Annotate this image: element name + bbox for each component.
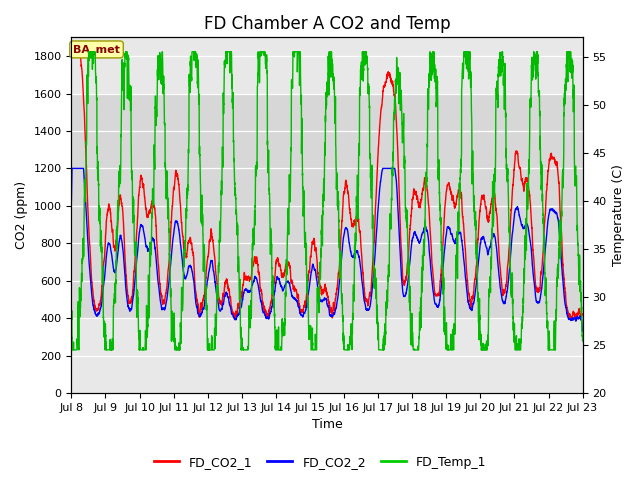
FD_Temp_1: [579, 338, 586, 344]
FD_CO2_1: [68, 54, 76, 60]
FD_Temp_1: [442, 322, 449, 328]
FD_Temp_1: [308, 347, 316, 353]
FD_CO2_2: [68, 198, 76, 204]
Line: FD_Temp_1: FD_Temp_1: [72, 52, 582, 350]
FD_CO2_1: [470, 281, 478, 287]
FD_Temp_1: [85, 49, 93, 55]
FD_CO2_2: [579, 328, 586, 334]
FD_CO2_1: [567, 317, 575, 323]
Title: FD Chamber A CO2 and Temp: FD Chamber A CO2 and Temp: [204, 15, 451, 33]
FD_CO2_2: [413, 235, 421, 241]
Legend: FD_CO2_1, FD_CO2_2, FD_Temp_1: FD_CO2_1, FD_CO2_2, FD_Temp_1: [148, 451, 492, 474]
X-axis label: Time: Time: [312, 419, 342, 432]
FD_CO2_1: [308, 245, 316, 251]
FD_CO2_1: [579, 313, 586, 319]
Y-axis label: CO2 (ppm): CO2 (ppm): [15, 181, 28, 249]
FD_CO2_1: [413, 194, 421, 200]
Bar: [72, 94, 582, 318]
FD_CO2_2: [68, 166, 76, 171]
FD_CO2_2: [578, 323, 586, 328]
FD_CO2_2: [442, 239, 449, 245]
FD_CO2_2: [579, 328, 586, 334]
Text: BA_met: BA_met: [73, 44, 120, 55]
FD_Temp_1: [68, 316, 76, 322]
FD_Temp_1: [579, 333, 586, 338]
FD_CO2_1: [579, 311, 586, 317]
Y-axis label: Temperature (C): Temperature (C): [612, 164, 625, 266]
FD_CO2_1: [69, 44, 77, 49]
FD_Temp_1: [159, 84, 167, 90]
FD_CO2_1: [159, 299, 167, 304]
FD_Temp_1: [413, 347, 421, 353]
FD_CO2_2: [308, 267, 316, 273]
FD_CO2_2: [470, 297, 478, 302]
FD_Temp_1: [470, 214, 478, 219]
FD_CO2_1: [442, 200, 449, 205]
Line: FD_CO2_1: FD_CO2_1: [72, 47, 582, 320]
FD_CO2_2: [159, 306, 167, 312]
FD_Temp_1: [68, 347, 76, 353]
Line: FD_CO2_2: FD_CO2_2: [72, 168, 582, 331]
